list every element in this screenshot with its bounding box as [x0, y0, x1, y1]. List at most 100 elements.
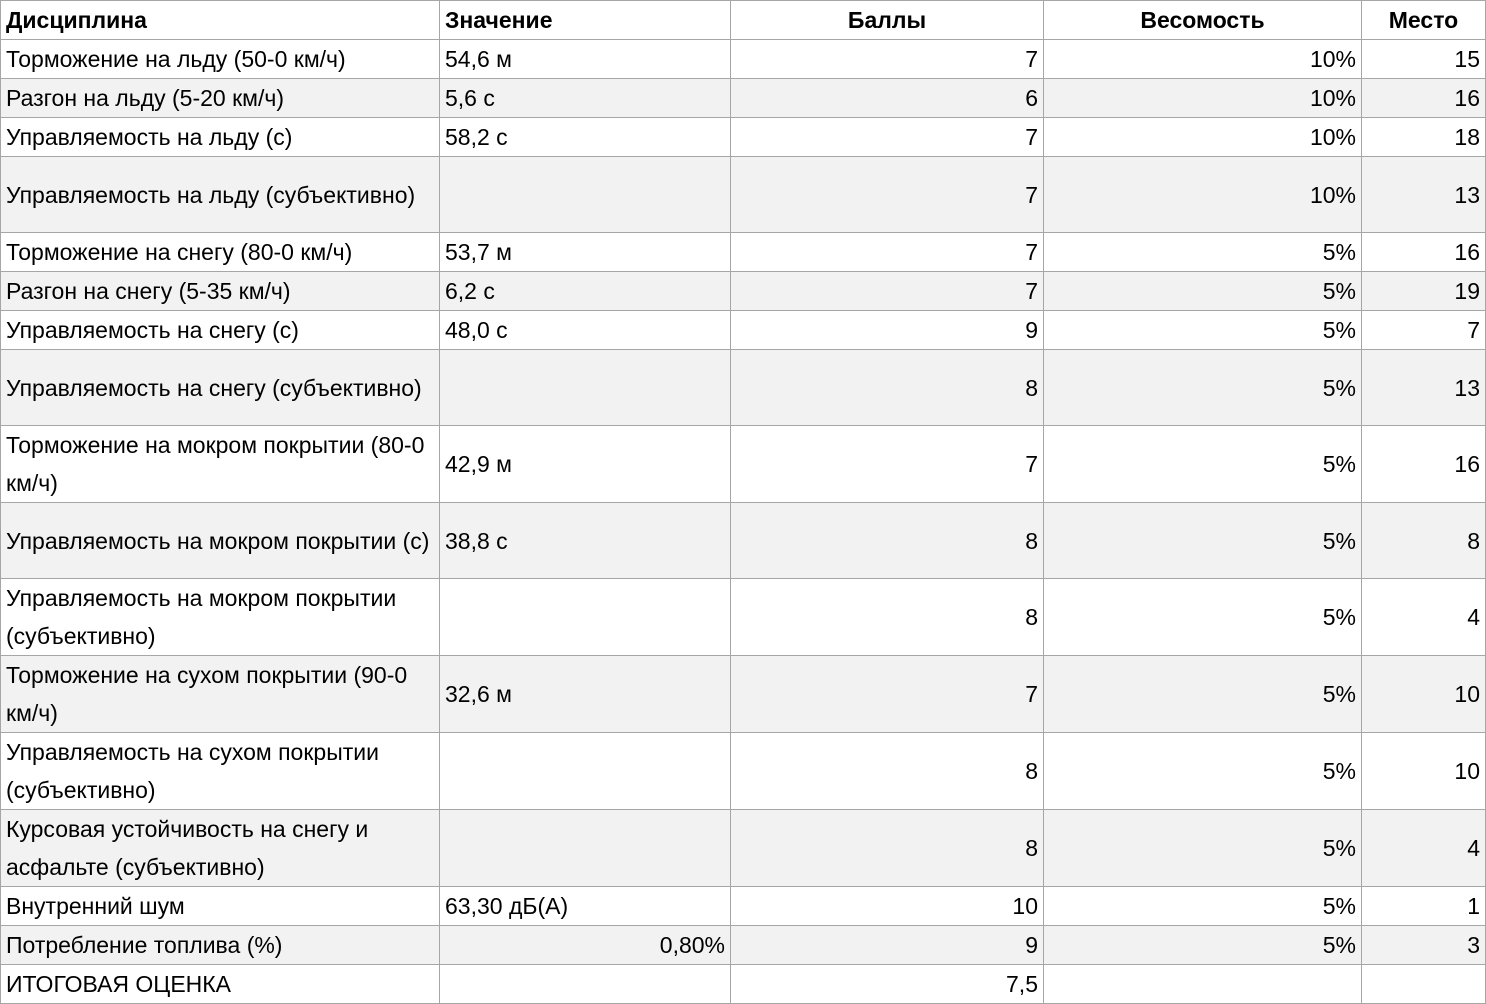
cell-place: 16 [1361, 232, 1486, 272]
cell-points: 8 [730, 502, 1044, 579]
table-row: Управляемость на мокром покрытии (субъек… [0, 578, 1486, 656]
cell-place: 16 [1361, 78, 1486, 118]
table-row: Управляемость на льду (субъективно) 7 10… [0, 156, 1486, 233]
table-row: Потребление топлива (%) 0,80% 9 5% 3 [0, 925, 1486, 965]
cell-place: 15 [1361, 39, 1486, 79]
table-row: Торможение на снегу (80-0 км/ч) 53,7 м 7… [0, 232, 1486, 272]
cell-total-label: ИТОГОВАЯ ОЦЕНКА [0, 964, 440, 1004]
cell-points: 8 [730, 349, 1044, 426]
cell-value: 38,8 с [439, 502, 731, 579]
cell-value: 42,9 м [439, 425, 731, 503]
cell-value: 32,6 м [439, 655, 731, 733]
cell-points: 10 [730, 886, 1044, 926]
cell-points: 7 [730, 232, 1044, 272]
cell-discipline: Разгон на льду (5-20 км/ч) [0, 78, 440, 118]
cell-place: 19 [1361, 271, 1486, 311]
cell-place: 18 [1361, 117, 1486, 157]
cell-value: 53,7 м [439, 232, 731, 272]
cell-place [1361, 964, 1486, 1004]
table-row: Курсовая устойчивость на снегу и асфальт… [0, 809, 1486, 887]
cell-value: 5,6 с [439, 78, 731, 118]
cell-discipline: Потребление топлива (%) [0, 925, 440, 965]
cell-weight: 10% [1043, 156, 1362, 233]
cell-value [439, 156, 731, 233]
cell-place: 7 [1361, 310, 1486, 350]
table-row: Управляемость на льду (с) 58,2 с 7 10% 1… [0, 117, 1486, 157]
cell-points: 8 [730, 809, 1044, 887]
table-row: Торможение на льду (50-0 км/ч) 54,6 м 7 … [0, 39, 1486, 79]
cell-weight [1043, 964, 1362, 1004]
cell-weight: 5% [1043, 655, 1362, 733]
cell-points: 8 [730, 578, 1044, 656]
cell-points: 8 [730, 732, 1044, 810]
table-row: Торможение на мокром покрытии (80-0 км/ч… [0, 425, 1486, 503]
cell-discipline: Управляемость на мокром покрытии (субъек… [0, 578, 440, 656]
header-points: Баллы [730, 0, 1044, 40]
cell-weight: 10% [1043, 39, 1362, 79]
cell-points: 7 [730, 655, 1044, 733]
table-row: Управляемость на снегу (с) 48,0 с 9 5% 7 [0, 310, 1486, 350]
cell-place: 13 [1361, 349, 1486, 426]
cell-discipline: Управляемость на снегу (субъективно) [0, 349, 440, 426]
cell-value: 58,2 с [439, 117, 731, 157]
cell-total-points: 7,5 [730, 964, 1044, 1004]
cell-place: 10 [1361, 655, 1486, 733]
cell-discipline: Курсовая устойчивость на снегу и асфальт… [0, 809, 440, 887]
cell-discipline: Управляемость на сухом покрытии (субъект… [0, 732, 440, 810]
cell-value [439, 732, 731, 810]
cell-weight: 5% [1043, 502, 1362, 579]
cell-weight: 5% [1043, 809, 1362, 887]
cell-weight: 10% [1043, 78, 1362, 118]
cell-discipline: Управляемость на льду (субъективно) [0, 156, 440, 233]
cell-place: 10 [1361, 732, 1486, 810]
cell-points: 7 [730, 271, 1044, 311]
table-row: Разгон на льду (5-20 км/ч) 5,6 с 6 10% 1… [0, 78, 1486, 118]
cell-points: 7 [730, 117, 1044, 157]
table-row: Разгон на снегу (5-35 км/ч) 6,2 с 7 5% 1… [0, 271, 1486, 311]
cell-discipline: Разгон на снегу (5-35 км/ч) [0, 271, 440, 311]
cell-value: 6,2 с [439, 271, 731, 311]
cell-weight: 5% [1043, 886, 1362, 926]
cell-weight: 10% [1043, 117, 1362, 157]
cell-value: 0,80% [439, 925, 731, 965]
cell-discipline: Управляемость на льду (с) [0, 117, 440, 157]
cell-place: 16 [1361, 425, 1486, 503]
cell-value: 54,6 м [439, 39, 731, 79]
cell-weight: 5% [1043, 578, 1362, 656]
cell-place: 4 [1361, 578, 1486, 656]
cell-weight: 5% [1043, 271, 1362, 311]
header-discipline: Дисциплина [0, 0, 440, 40]
cell-place: 8 [1361, 502, 1486, 579]
cell-points: 9 [730, 310, 1044, 350]
cell-discipline: Торможение на сухом покрытии (90-0 км/ч) [0, 655, 440, 733]
cell-weight: 5% [1043, 232, 1362, 272]
table-row: Управляемость на мокром покрытии (с) 38,… [0, 502, 1486, 579]
header-row: Дисциплина Значение Баллы Весомость Мест… [0, 0, 1486, 40]
cell-weight: 5% [1043, 349, 1362, 426]
cell-weight: 5% [1043, 310, 1362, 350]
cell-discipline: Управляемость на мокром покрытии (с) [0, 502, 440, 579]
cell-points: 9 [730, 925, 1044, 965]
cell-place: 13 [1361, 156, 1486, 233]
cell-discipline: Торможение на мокром покрытии (80-0 км/ч… [0, 425, 440, 503]
cell-discipline: Управляемость на снегу (с) [0, 310, 440, 350]
table-row: Управляемость на снегу (субъективно) 8 5… [0, 349, 1486, 426]
cell-weight: 5% [1043, 925, 1362, 965]
total-row: ИТОГОВАЯ ОЦЕНКА 7,5 [0, 964, 1486, 1004]
cell-points: 7 [730, 425, 1044, 503]
cell-discipline: Торможение на снегу (80-0 км/ч) [0, 232, 440, 272]
cell-weight: 5% [1043, 425, 1362, 503]
header-place: Место [1361, 0, 1486, 40]
cell-value [439, 578, 731, 656]
table-row: Внутренний шум 63,30 дБ(А) 10 5% 1 [0, 886, 1486, 926]
header-value: Значение [439, 0, 731, 40]
cell-points: 7 [730, 156, 1044, 233]
cell-value [439, 349, 731, 426]
cell-points: 6 [730, 78, 1044, 118]
table-row: Торможение на сухом покрытии (90-0 км/ч)… [0, 655, 1486, 733]
cell-value [439, 964, 731, 1004]
cell-place: 3 [1361, 925, 1486, 965]
table-row: Управляемость на сухом покрытии (субъект… [0, 732, 1486, 810]
cell-place: 1 [1361, 886, 1486, 926]
